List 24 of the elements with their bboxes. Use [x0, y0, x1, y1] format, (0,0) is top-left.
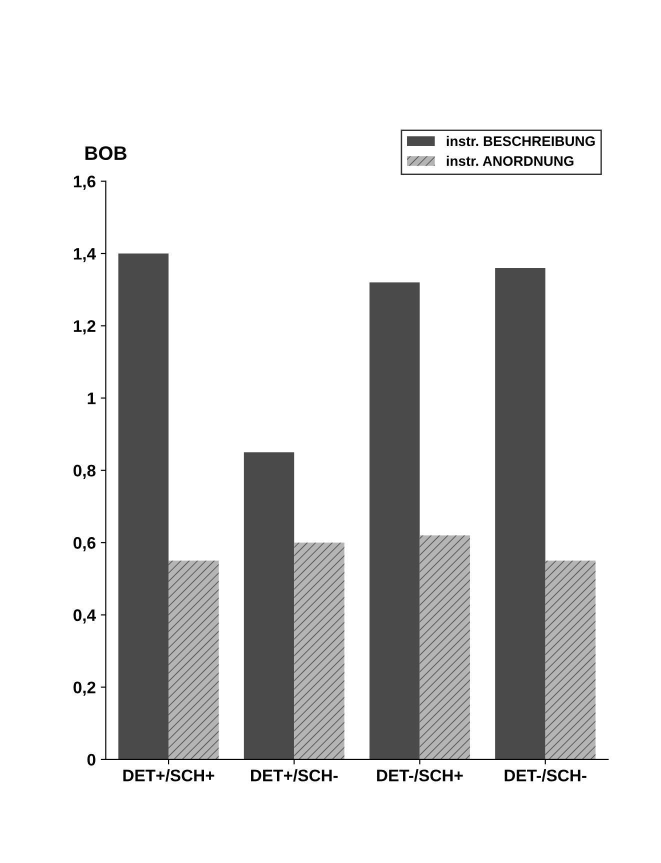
y-tick-label: 1	[88, 392, 96, 404]
legend-label: instr. BESCHREIBUNG	[446, 136, 595, 146]
x-tick-label: DET-/SCH-	[504, 769, 586, 782]
bar	[495, 268, 546, 760]
bar	[420, 535, 470, 760]
bar	[545, 560, 596, 760]
y-axis-title: BOB	[85, 146, 126, 160]
legend-label: instr. ANORDNUNG	[446, 156, 574, 166]
bar	[168, 560, 219, 760]
y-tick-label: 1,6	[74, 176, 96, 190]
y-tick-label: 0,2	[74, 682, 96, 696]
x-tick-label: DET+/SCH-	[251, 769, 338, 782]
x-tick-label: DET+/SCH+	[123, 769, 214, 782]
y-tick-label: 0,6	[74, 537, 96, 552]
y-tick-label: 0,4	[74, 609, 96, 624]
bar	[370, 282, 420, 760]
y-tick-label: 0	[87, 754, 96, 766]
y-tick-label: 1,4	[74, 248, 96, 262]
bar	[244, 452, 294, 760]
y-tick-label: 0,8	[74, 464, 96, 479]
bar	[294, 542, 344, 760]
y-tick-label: 1,2	[74, 320, 96, 334]
bar	[118, 254, 169, 760]
x-tick-label: DET-/SCH+	[377, 769, 463, 782]
